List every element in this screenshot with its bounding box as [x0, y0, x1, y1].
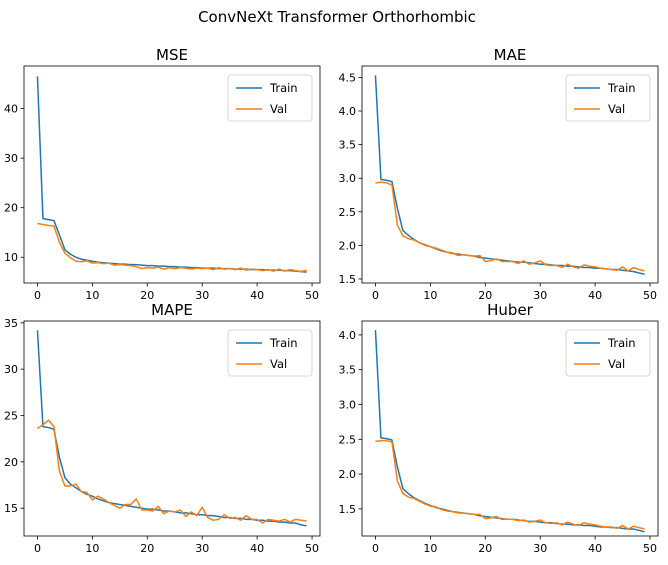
- x-tick-label: 0: [34, 542, 41, 555]
- y-tick-label: 3.5: [339, 139, 357, 152]
- x-tick-label: 30: [533, 542, 547, 555]
- legend-label-val: Val: [608, 357, 625, 371]
- axes-frame: [361, 320, 659, 537]
- y-tick-label: 2.5: [339, 206, 357, 219]
- x-tick-label: 50: [643, 289, 657, 302]
- series-line-val: [37, 419, 307, 524]
- x-tick-label: 20: [140, 542, 154, 555]
- x-tick-label: 40: [588, 542, 602, 555]
- x-tick-label: 30: [195, 542, 209, 555]
- subplot-title: MSE: [156, 46, 188, 64]
- x-tick-label: 10: [85, 289, 99, 302]
- y-tick-label: 10: [4, 251, 18, 264]
- y-tick-label: 4.5: [339, 71, 357, 84]
- y-tick-label: 2.0: [339, 468, 357, 481]
- legend-label-val: Val: [608, 102, 625, 116]
- y-tick-label: 20: [4, 202, 18, 215]
- x-tick-label: 0: [372, 289, 379, 302]
- y-tick-label: 1.5: [339, 503, 357, 516]
- x-tick-label: 10: [423, 542, 437, 555]
- y-tick-label: 1.5: [339, 273, 357, 286]
- y-tick-label: 3.0: [339, 398, 357, 411]
- x-tick-label: 40: [250, 289, 264, 302]
- legend-label-train: Train: [269, 81, 298, 95]
- y-tick-label: 3.0: [339, 172, 357, 185]
- x-tick-label: 50: [305, 289, 319, 302]
- legend-label-val: Val: [270, 357, 287, 371]
- x-tick-label: 10: [85, 542, 99, 555]
- legend: Train Val: [565, 329, 651, 377]
- legend-label-train: Train: [269, 336, 298, 350]
- y-tick-label: 4.0: [339, 329, 357, 342]
- axes-frame: [23, 320, 321, 537]
- legend: Train Val: [565, 74, 651, 122]
- x-tick-label: 0: [34, 289, 41, 302]
- subplot-title: MAE: [494, 46, 527, 64]
- legend-label-train: Train: [607, 336, 636, 350]
- y-tick-label: 20: [4, 456, 18, 469]
- legend: Train Val: [227, 74, 313, 122]
- subplot-mape: MAPE 0 10 20 30 40 50 15 20 25 30 35 Train Val: [4, 301, 321, 555]
- y-tick-label: 3.5: [339, 364, 357, 377]
- x-tick-label: 0: [372, 542, 379, 555]
- series-line-train: [36, 76, 307, 273]
- suptitle: ConvNeXt Transformer Orthorhombic: [198, 8, 476, 26]
- x-tick-label: 20: [140, 289, 154, 302]
- legend: Train Val: [227, 329, 313, 377]
- x-tick-label: 10: [423, 289, 437, 302]
- axes-frame: [23, 65, 321, 284]
- y-tick-label: 40: [4, 103, 18, 116]
- y-tick-label: 4.0: [339, 105, 357, 118]
- x-tick-label: 50: [305, 542, 319, 555]
- axes-frame: [361, 65, 659, 284]
- x-tick-label: 50: [643, 542, 657, 555]
- subplot-huber: Huber 0 10 20 30 40 50 1.5 2.0 2.5 3.0 3.5 4.0 Train V…: [339, 301, 659, 555]
- legend-label-train: Train: [607, 81, 636, 95]
- series-line-val: [375, 439, 645, 530]
- series-line-val: [375, 181, 645, 272]
- y-tick-label: 30: [4, 363, 18, 376]
- x-tick-label: 20: [478, 289, 492, 302]
- y-tick-label: 2.5: [339, 433, 357, 446]
- y-tick-label: 2.0: [339, 239, 357, 252]
- subplots-grid: MSE 0 10 20 30 40 50 10 20 30 40 Train Val MAE 0 10 20 30…: [4, 46, 659, 555]
- legend-label-val: Val: [270, 102, 287, 116]
- x-tick-label: 20: [478, 542, 492, 555]
- subplot-title: Huber: [487, 301, 534, 319]
- subplot-mse: MSE 0 10 20 30 40 50 10 20 30 40 Train Val: [4, 46, 321, 302]
- y-tick-label: 25: [4, 410, 18, 423]
- subplot-title: MAPE: [151, 301, 193, 319]
- subplot-mae: MAE 0 10 20 30 40 50 1.5 2.0 2.5 3.0 3.5 4.0 4.5 Train…: [339, 46, 659, 302]
- y-tick-label: 30: [4, 152, 18, 165]
- series-line-val: [37, 222, 307, 273]
- x-tick-label: 40: [250, 542, 264, 555]
- x-tick-label: 40: [588, 289, 602, 302]
- x-tick-label: 30: [195, 289, 209, 302]
- y-tick-label: 15: [4, 502, 18, 515]
- x-tick-label: 30: [533, 289, 547, 302]
- y-tick-label: 35: [4, 317, 18, 330]
